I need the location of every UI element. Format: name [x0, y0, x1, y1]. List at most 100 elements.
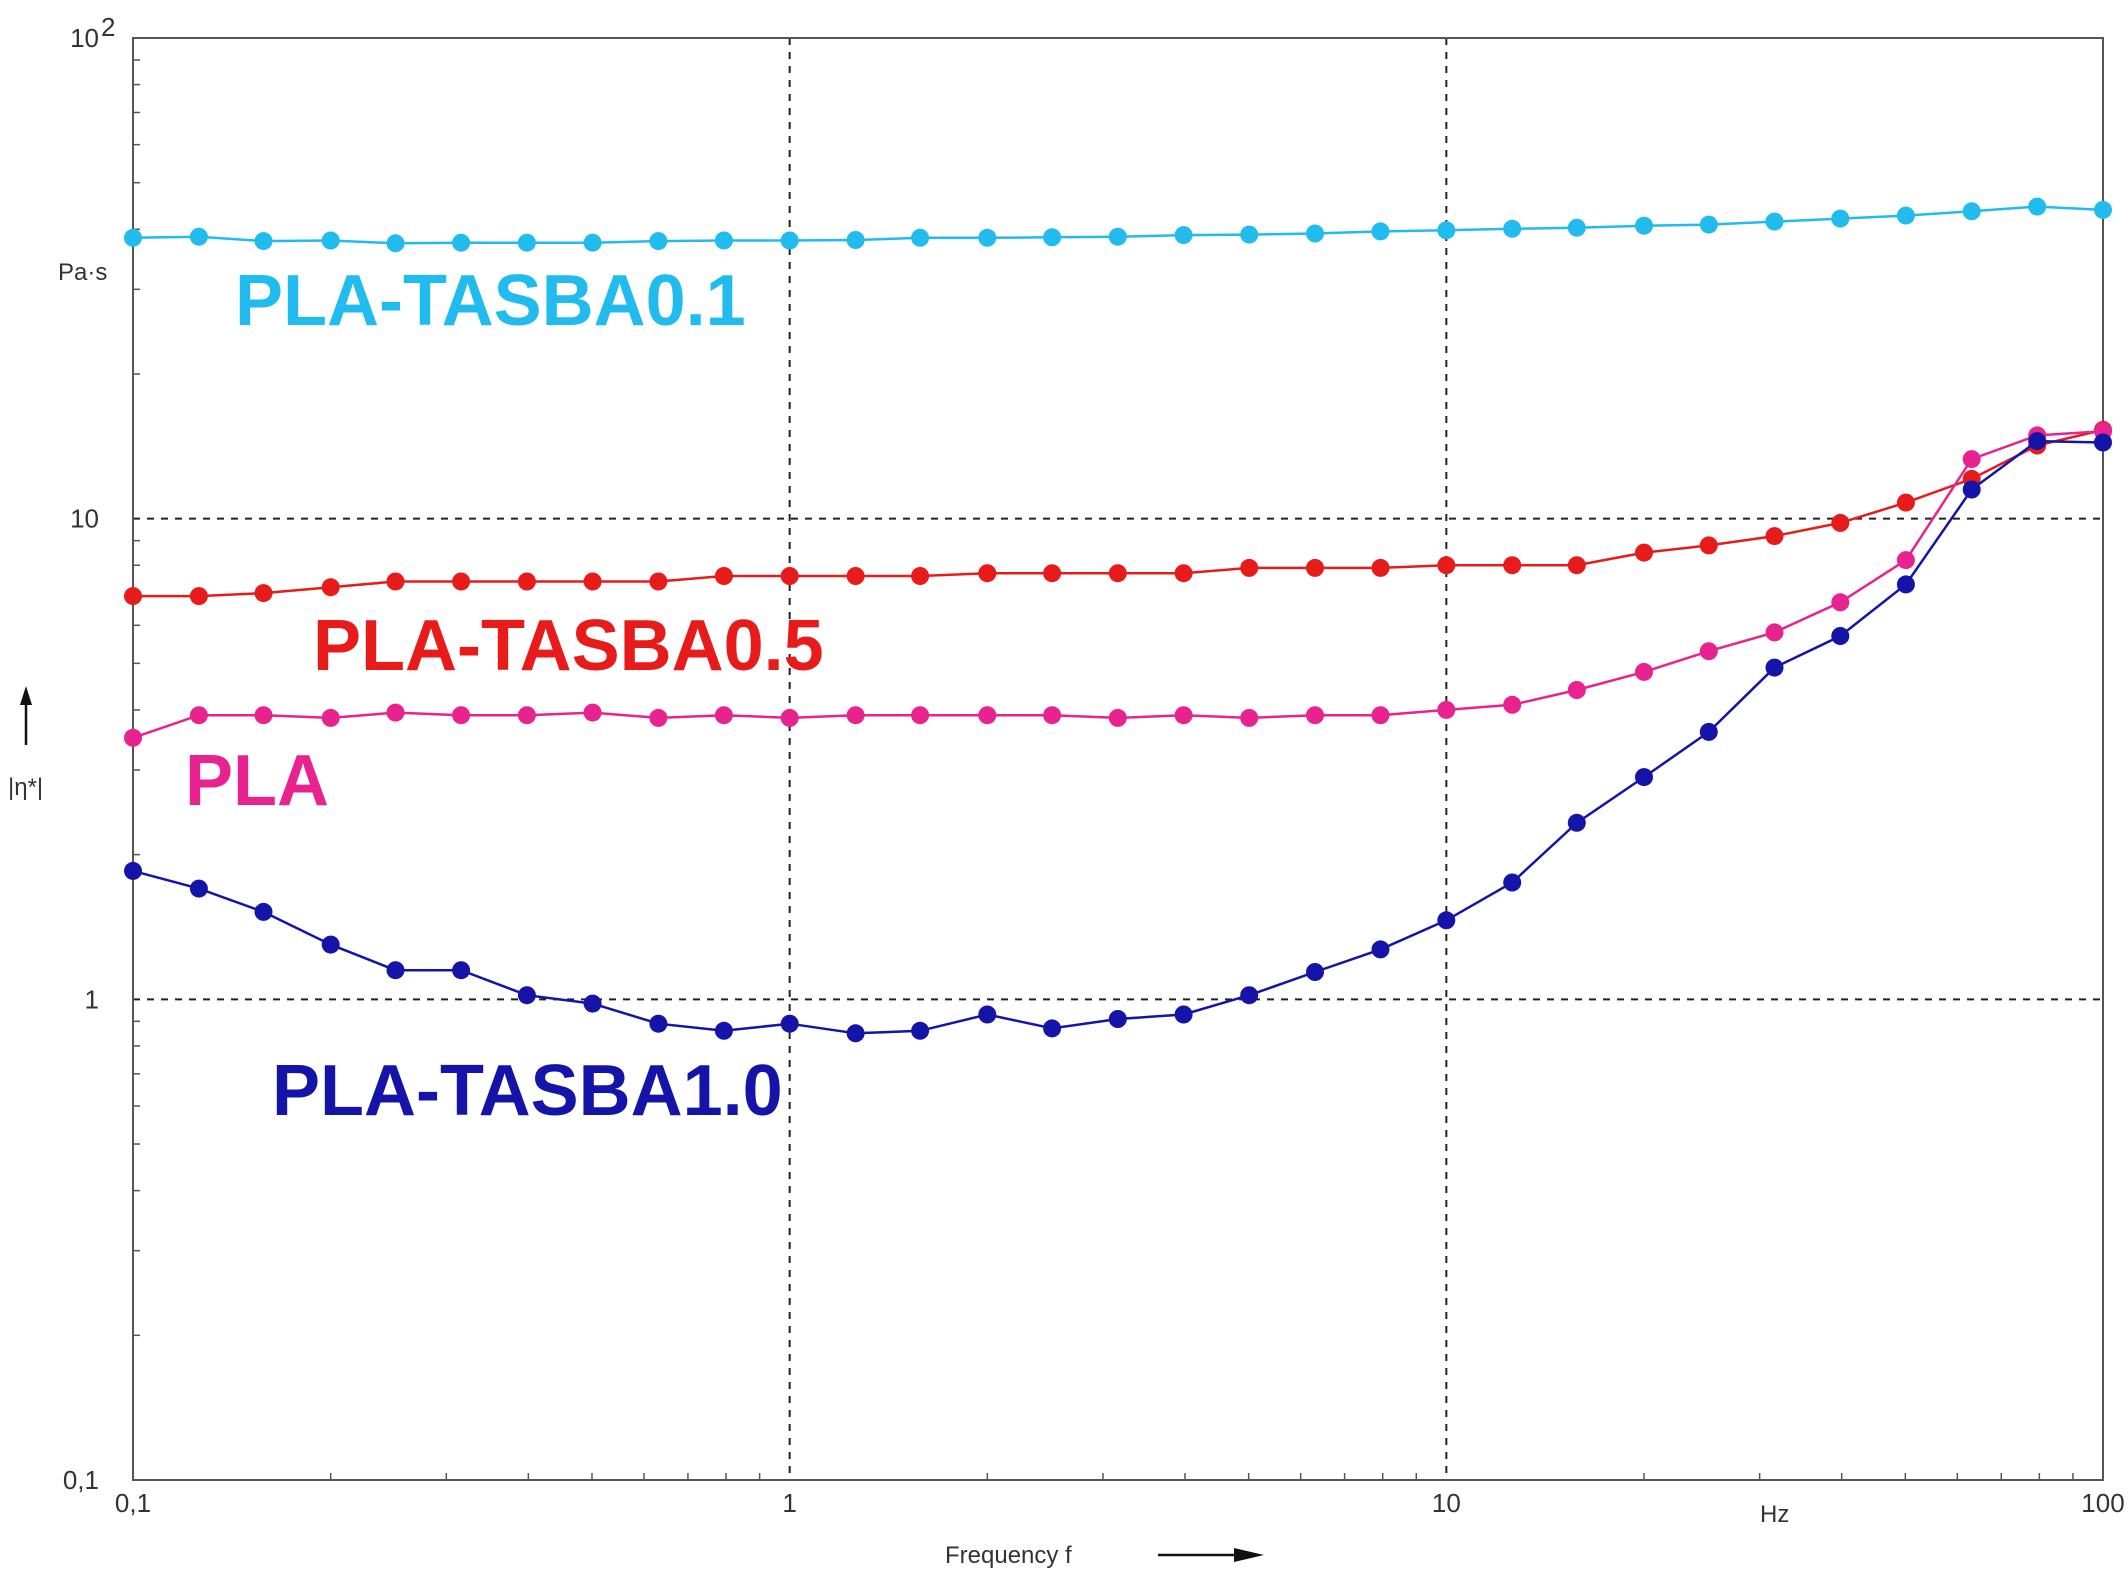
- data-point: [1371, 558, 1390, 577]
- data-point: [714, 231, 733, 250]
- data-point: [2094, 433, 2112, 452]
- data-point: [124, 587, 142, 606]
- data-point: [1240, 708, 1259, 727]
- data-point: [1503, 695, 1522, 714]
- minor-ticks: [133, 59, 2074, 1480]
- x-tick-label: 100: [2081, 1488, 2124, 1518]
- data-point: [649, 1014, 668, 1033]
- data-point: [1831, 513, 1850, 532]
- data-point: [1503, 219, 1522, 238]
- data-point: [1108, 564, 1127, 583]
- data-point: [1108, 1010, 1127, 1028]
- data-point: [1765, 623, 1784, 642]
- data-point: [1896, 575, 1915, 594]
- series-label-pla-tasba1-0: PLA-TASBA1.0: [272, 1051, 783, 1131]
- data-point: [517, 986, 536, 1005]
- series-label-pla: PLA: [185, 741, 329, 821]
- data-point: [714, 706, 733, 725]
- data-point: [124, 861, 142, 880]
- data-point: [1699, 722, 1718, 741]
- data-point: [1240, 225, 1259, 244]
- data-point: [649, 232, 668, 251]
- data-point: [517, 572, 536, 591]
- data-point: [254, 232, 273, 251]
- data-point: [386, 703, 405, 722]
- data-point: [189, 587, 208, 606]
- plot-frame: [132, 37, 2104, 1481]
- y-tick-label: 1: [85, 984, 99, 1014]
- data-point: [1437, 700, 1456, 719]
- data-point: [517, 706, 536, 725]
- data-point: [1437, 556, 1456, 575]
- x-tick-label: 10: [1432, 1488, 1461, 1518]
- data-point: [846, 567, 865, 585]
- data-point: [1043, 706, 1062, 725]
- data-point: [124, 228, 142, 247]
- data-point: [1503, 556, 1522, 575]
- data-point: [254, 584, 273, 603]
- y-axis-label: |η*|: [8, 774, 43, 801]
- data-point: [517, 233, 536, 252]
- x-axis-arrow-icon: [1158, 1548, 1264, 1562]
- data-point: [1437, 911, 1456, 930]
- data-point: [189, 879, 208, 898]
- data-point: [1371, 222, 1390, 241]
- data-point: [780, 231, 799, 250]
- data-point: [978, 1005, 997, 1024]
- data-point: [1371, 940, 1390, 959]
- data-point: [321, 708, 340, 727]
- data-point: [583, 233, 602, 252]
- data-point: [1306, 963, 1324, 981]
- series-layer: [124, 197, 2112, 1043]
- y-tick-label-exponent: 2: [101, 12, 115, 42]
- series-label-pla-tasba0-1: PLA-TASBA0.1: [235, 261, 746, 341]
- data-point: [1043, 1019, 1062, 1038]
- data-point: [1962, 450, 1981, 469]
- data-point: [1567, 681, 1586, 699]
- y-unit-label: Pa·s: [58, 259, 107, 286]
- data-point: [1174, 706, 1193, 725]
- data-point: [452, 572, 471, 591]
- data-point: [1962, 202, 1981, 221]
- data-point: [846, 231, 865, 249]
- data-point: [1108, 227, 1127, 246]
- data-point: [1765, 527, 1784, 546]
- data-point: [780, 567, 799, 585]
- data-point: [1831, 209, 1850, 228]
- y-axis-arrow-icon: [20, 686, 32, 745]
- data-point: [583, 572, 602, 591]
- data-point: [1567, 813, 1586, 832]
- data-point: [1699, 642, 1718, 661]
- data-point: [1635, 543, 1653, 562]
- data-point: [321, 231, 340, 250]
- data-point: [1240, 558, 1259, 577]
- data-point: [1437, 221, 1456, 240]
- data-point: [846, 1024, 865, 1043]
- data-point: [1174, 1005, 1193, 1024]
- data-point: [1896, 493, 1915, 512]
- data-point: [978, 706, 997, 725]
- data-point: [911, 706, 930, 725]
- data-point: [978, 228, 997, 247]
- data-point: [2028, 432, 2047, 451]
- data-point: [452, 706, 471, 725]
- data-point: [714, 567, 733, 585]
- data-point: [2094, 200, 2112, 219]
- data-point: [1174, 226, 1193, 245]
- data-point: [780, 1014, 799, 1033]
- data-point: [911, 228, 930, 247]
- data-point: [1896, 206, 1915, 225]
- data-point: [1371, 706, 1390, 725]
- series-label-pla-tasba0-5: PLA-TASBA0.5: [313, 606, 824, 686]
- x-unit-label: Hz: [1760, 1501, 1789, 1528]
- data-point: [321, 578, 340, 597]
- data-point: [1896, 551, 1915, 570]
- data-point: [1635, 216, 1653, 235]
- data-point: [911, 1021, 930, 1040]
- data-point: [1765, 658, 1784, 677]
- data-point: [2028, 197, 2047, 216]
- data-point: [254, 706, 273, 725]
- data-point: [321, 935, 340, 954]
